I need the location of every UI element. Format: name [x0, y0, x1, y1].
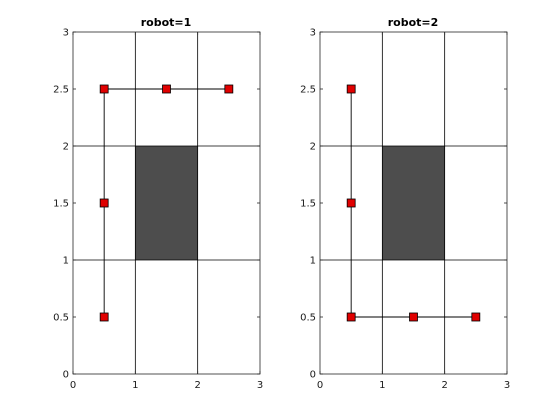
- x-tick-label: 3: [257, 380, 263, 391]
- subplot-title: robot=2: [388, 16, 439, 29]
- waypoint-marker: [99, 84, 109, 94]
- subplot-title: robot=1: [141, 16, 192, 29]
- y-tick-label: 2.5: [300, 85, 316, 96]
- y-tick-label: 3: [310, 28, 316, 39]
- waypoint-marker: [346, 84, 356, 94]
- obstacle-rect: [382, 146, 445, 260]
- subplot-robot-2: 0 1 2 3 0 0.5 1 1.5 2 2.5 3 robot=2: [300, 16, 510, 391]
- obstacle-rect: [135, 146, 198, 260]
- waypoint-marker: [346, 312, 356, 322]
- y-tick-label: 0.5: [300, 313, 316, 324]
- x-tick-label: 3: [504, 380, 510, 391]
- y-tick-label: 1.5: [300, 199, 316, 210]
- y-tick-label: 0: [310, 370, 316, 381]
- x-tick-label: 1: [379, 380, 385, 391]
- y-tick-label: 2.5: [53, 85, 69, 96]
- y-tick-label: 0.5: [53, 313, 69, 324]
- waypoint-marker: [409, 312, 418, 322]
- x-tick-label: 0: [70, 380, 76, 391]
- x-tick-label: 1: [132, 380, 138, 391]
- y-tick-label: 1: [310, 256, 316, 267]
- waypoint-marker: [224, 84, 234, 94]
- y-tick-label: 1.5: [53, 199, 69, 210]
- waypoint-marker: [99, 198, 109, 208]
- waypoint-marker: [162, 84, 171, 94]
- y-tick-label: 2: [310, 142, 316, 153]
- waypoint-marker: [99, 312, 109, 322]
- y-tick-label: 2: [63, 142, 69, 153]
- y-tick-label: 1: [63, 256, 69, 267]
- y-tick-label: 0: [63, 370, 69, 381]
- waypoint-marker: [471, 312, 481, 322]
- y-tick-label: 3: [63, 28, 69, 39]
- x-tick-label: 2: [441, 380, 447, 391]
- x-tick-label: 0: [317, 380, 323, 391]
- waypoint-marker: [346, 198, 356, 208]
- x-tick-label: 2: [194, 380, 200, 391]
- subplot-robot-1: 0 1 2 3 0 0.5 1 1.5 2 2.5 3 robot=1: [53, 16, 263, 391]
